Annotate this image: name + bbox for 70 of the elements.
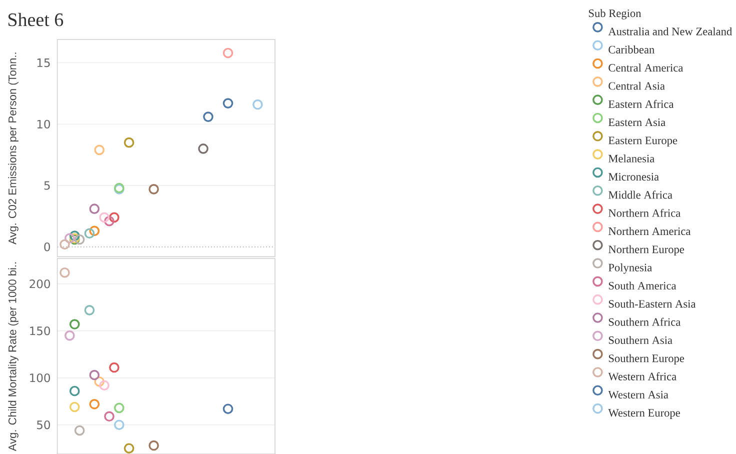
point: [124, 137, 134, 148]
legend-label: Australia and New Zealand: [608, 27, 732, 36]
point: [74, 234, 85, 245]
y-tick-label: 200: [30, 280, 50, 288]
legend-title: Sub Region: [588, 9, 642, 20]
legend-label: South America: [608, 282, 676, 290]
legend-label: Eastern Africa: [608, 100, 674, 108]
legend-label: Eastern Asia: [608, 118, 666, 126]
point: [203, 112, 214, 122]
legend-label: Southern Africa: [608, 318, 681, 326]
point: [222, 48, 234, 58]
point: [114, 420, 124, 430]
legend-label: Northern America: [608, 227, 691, 236]
legend-label: Southern Europe: [608, 354, 684, 364]
point: [64, 330, 75, 341]
point: [94, 376, 105, 387]
legend-label: Melanesia: [608, 154, 654, 162]
y-tick-label: 0: [44, 242, 50, 252]
point: [222, 404, 234, 414]
y-axis-title: Avg. C02 Emissions per Person (Tonn..: [8, 52, 18, 244]
y-tick-label: 50: [37, 420, 50, 430]
legend-label: South-Eastern Asia: [608, 300, 696, 308]
legend-label: Caribbean: [608, 46, 654, 54]
legend-label: Polynesia: [608, 263, 652, 274]
y-tick-label: 150: [30, 326, 50, 336]
point: [89, 204, 100, 214]
point: [69, 386, 80, 396]
point: [89, 370, 100, 380]
point: [99, 212, 110, 223]
y-tick-label: 5: [44, 181, 50, 190]
point: [89, 226, 100, 236]
legend-label: Western Asia: [608, 390, 668, 399]
point: [74, 425, 85, 436]
point: [94, 144, 105, 156]
point: [99, 380, 110, 391]
point: [109, 212, 120, 223]
point: [69, 402, 80, 412]
legend-label: Western Africa: [608, 372, 676, 380]
point: [69, 230, 80, 241]
legend-label: Northern Africa: [608, 208, 681, 217]
point: [109, 362, 120, 373]
y-tick-label: 15: [37, 58, 50, 68]
point: [84, 305, 95, 316]
legend-label: Central America: [608, 64, 684, 72]
point: [69, 319, 80, 330]
legend-label: Northern Europe: [608, 245, 684, 256]
point: [198, 144, 208, 154]
point: [148, 184, 159, 194]
legend-label: Central Asia: [608, 82, 665, 90]
y-tick-label: 100: [30, 374, 50, 382]
point: [252, 99, 263, 110]
legend-label: Eastern Europe: [608, 136, 678, 147]
point: [104, 411, 114, 422]
legend-label: Western Europe: [608, 409, 680, 419]
point: [60, 267, 70, 278]
point: [60, 239, 70, 250]
point: [114, 402, 124, 414]
legend-label: Micronesia: [608, 172, 659, 181]
point: [124, 443, 134, 454]
y-tick-label: 10: [37, 120, 50, 129]
point: [148, 440, 159, 451]
chart-title: Sheet 6: [8, 12, 64, 26]
y-axis-title: Avg. Child Mortality Rate (per 1000 bi..: [8, 262, 18, 452]
point: [64, 233, 75, 244]
point: [84, 228, 95, 239]
point: [222, 98, 234, 108]
legend-label: Southern Asia: [608, 336, 672, 344]
point: [89, 399, 100, 410]
legend-label: Middle Africa: [608, 190, 672, 199]
point: [104, 216, 114, 226]
